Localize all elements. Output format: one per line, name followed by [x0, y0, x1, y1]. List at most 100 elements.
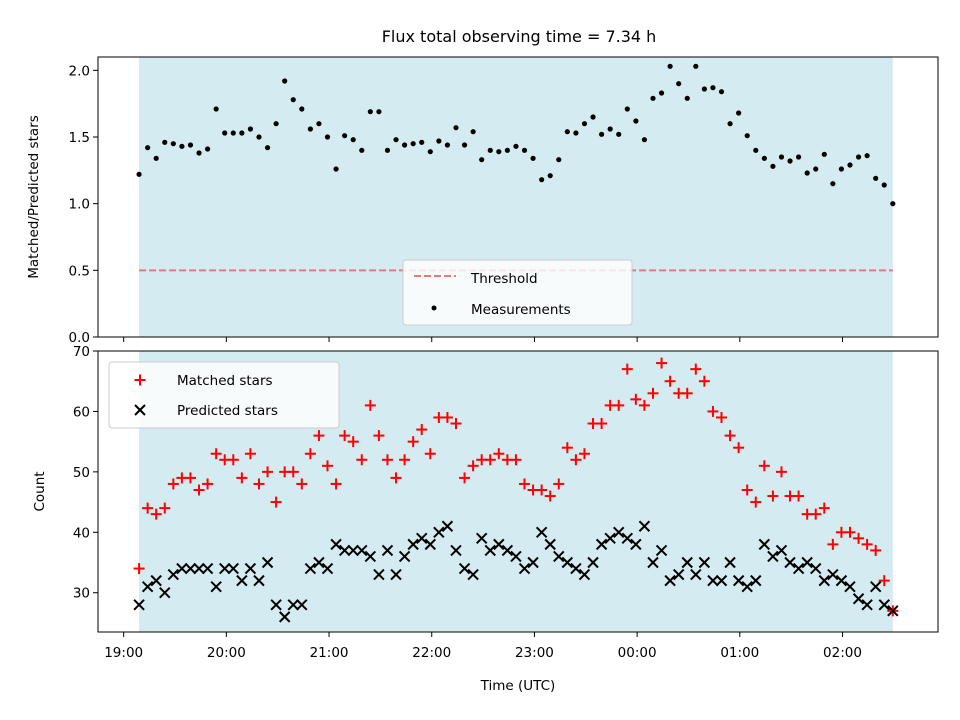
cross-b: [338, 544, 351, 557]
predicted-star-point: [613, 526, 625, 538]
measurement-point: [367, 109, 373, 115]
cross-b: [655, 544, 668, 557]
cross-b: [518, 562, 531, 575]
predicted-star-point: [313, 556, 325, 569]
cross-b: [210, 580, 222, 593]
measurement-point: [436, 138, 442, 144]
chart-title: Flux total observing time = 7.34 h: [382, 27, 657, 46]
cross-b: [150, 574, 162, 587]
cross-b: [313, 556, 325, 569]
matched-star-point: [664, 375, 676, 387]
matched-star-point: [399, 454, 411, 466]
matched-star-point: [339, 430, 351, 442]
cross-b: [398, 550, 411, 563]
measurement-point: [496, 149, 502, 155]
predicted-star-point: [869, 580, 882, 593]
predicted-star-point: [527, 556, 539, 569]
measurement-point: [847, 162, 853, 168]
matched-star-point: [441, 411, 453, 423]
matched-star-point: [381, 454, 393, 466]
matched-star-point: [313, 430, 325, 442]
measurement-point: [376, 109, 382, 115]
matched-star-point: [570, 454, 582, 466]
cross-b: [244, 562, 257, 575]
measurement-point: [761, 155, 767, 161]
predicted-star-point: [467, 568, 479, 581]
cross-b: [141, 580, 154, 593]
measurement-point: [539, 177, 545, 183]
cross-b: [715, 574, 728, 587]
cross-b: [296, 599, 308, 611]
bottom-x-tick-label: 01:00: [720, 645, 759, 661]
cross-b: [193, 562, 205, 575]
cross-b: [381, 544, 394, 557]
bottom-y-tick-label: 50: [73, 465, 90, 481]
predicted-star-point: [441, 520, 454, 532]
predicted-stars-points: [133, 520, 899, 623]
measurement-point: [787, 158, 793, 164]
cross-b: [544, 538, 556, 551]
matched-star-point: [716, 411, 728, 423]
measurement-point: [633, 118, 639, 124]
bottom-x-ticks: 19:00 20:00 21:00 22:00 23:00 00:00 01:00 02:00: [104, 632, 862, 661]
matched-star-point: [184, 472, 196, 484]
cross-b: [133, 599, 145, 611]
measurement-point: [470, 129, 476, 135]
cross-b: [818, 574, 831, 587]
cross-b: [475, 532, 488, 545]
measurement-point: [556, 157, 562, 163]
cross-b: [724, 556, 736, 569]
cross-b: [767, 550, 779, 563]
predicted-star-point: [193, 562, 205, 575]
cross-b: [201, 562, 214, 575]
cross-b: [433, 526, 445, 538]
measurement-point: [530, 155, 536, 161]
measurement-point: [521, 147, 528, 153]
predicted-star-point: [878, 599, 890, 611]
measurement-point: [590, 114, 596, 120]
bottom-panel: 30 40 50 60 70 19:00 20:00 21:00 22:00 23:00 00:0…: [32, 344, 939, 694]
measurement-point: [136, 171, 142, 177]
measurement-point: [744, 133, 750, 139]
cross-b: [501, 544, 514, 557]
top-y-tick-label: 2.0: [69, 63, 90, 79]
predicted-star-point: [672, 568, 685, 581]
matched-star-point: [202, 478, 214, 490]
measurement-point: [316, 121, 322, 127]
measurements-points: [136, 63, 896, 207]
measurement-point: [513, 143, 519, 149]
matched-legend-label: Matched stars: [177, 373, 273, 389]
measurement-point: [778, 154, 785, 160]
measurement-point: [753, 147, 759, 153]
predicted-star-point: [655, 544, 668, 557]
matched-star-point: [630, 393, 642, 405]
top-y-tick-label: 1.0: [69, 197, 90, 213]
matched-star-point: [390, 472, 402, 484]
measurement-point: [204, 146, 211, 152]
cross-b: [450, 544, 462, 557]
measurement-point: [890, 201, 896, 207]
measurement-point: [290, 97, 296, 103]
threshold-legend-label: Threshold: [470, 271, 538, 287]
matched-star-point: [690, 363, 702, 375]
matched-star-point: [142, 502, 154, 514]
predicted-legend-swatch: [134, 404, 146, 416]
predicted-star-point: [724, 556, 736, 569]
predicted-star-point: [458, 562, 471, 575]
predicted-star-point: [159, 587, 171, 599]
matched-star-point: [536, 484, 548, 496]
cross-b: [134, 404, 146, 416]
predicted-star-point: [176, 562, 188, 575]
measurement-point: [393, 137, 399, 143]
measurement-point: [658, 90, 665, 96]
bottom-y-tick-label: 60: [73, 404, 90, 420]
cross-b: [801, 556, 813, 569]
cross-b: [330, 538, 342, 551]
matched-stars-points: [133, 357, 899, 617]
measurement-point: [710, 85, 716, 91]
matched-star-point: [253, 478, 265, 490]
matched-star-point: [459, 472, 471, 484]
predicted-star-point: [775, 544, 788, 557]
matched-star-point: [510, 454, 522, 466]
measurement-point: [461, 142, 468, 148]
